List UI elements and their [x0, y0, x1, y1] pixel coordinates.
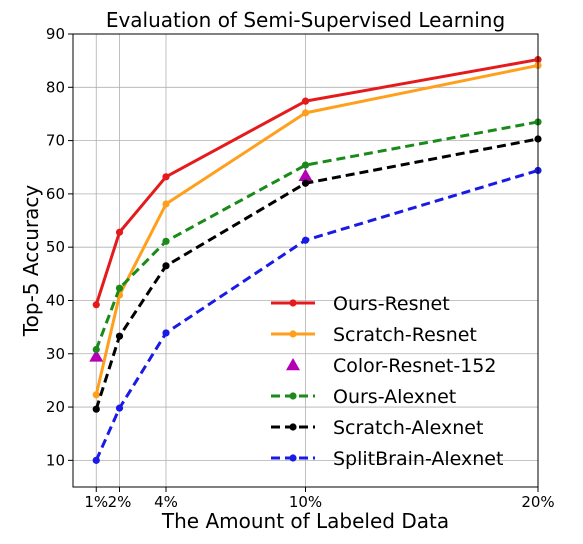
legend-swatch-marker	[289, 454, 297, 462]
x-tick-label: 1%	[84, 493, 108, 511]
plot-frame	[72, 33, 539, 488]
data-point	[92, 391, 100, 399]
y-tick-label: 60	[46, 185, 65, 203]
legend-swatch-marker	[289, 423, 297, 431]
series-splitbrain-alexnet	[92, 166, 542, 464]
data-point	[301, 161, 310, 169]
y-tick-label: 20	[46, 398, 65, 416]
data-point	[115, 228, 124, 236]
chart-title: Evaluation of Semi-Supervised Learning	[106, 8, 505, 32]
data-point	[92, 456, 100, 464]
legend-label: Ours-Resnet	[333, 293, 450, 315]
data-point	[301, 109, 310, 117]
y-tick-label: 90	[46, 25, 65, 43]
legend-swatch-marker	[289, 299, 297, 307]
series-line	[94, 58, 539, 306]
series-scratch-resnet	[92, 61, 542, 399]
data-point	[162, 200, 170, 208]
data-point	[89, 349, 104, 362]
legend-label: Scratch-Alexnet	[333, 417, 483, 439]
series-ours-alexnet	[92, 118, 542, 354]
legend: Ours-Resnet Scratch-Resnet Color-Resnet-15…	[271, 293, 503, 470]
legend-item: Ours-Resnet	[271, 293, 450, 315]
series-ours-resnet	[92, 55, 542, 309]
data-point	[115, 284, 124, 292]
data-point	[115, 404, 124, 412]
data-point	[162, 262, 170, 270]
axis-ticks: 10 20 30 40 50 60 70 80 90 1% 2% 4% 10% 20%	[46, 25, 555, 511]
y-tick-label: 40	[46, 291, 65, 309]
legend-item: Scratch-Resnet	[271, 324, 477, 346]
y-tick-label: 70	[46, 132, 65, 150]
data-point	[162, 329, 170, 337]
legend-item: Scratch-Alexnet	[271, 417, 483, 439]
legend-label: SplitBrain-Alexnet	[333, 448, 503, 470]
legend-label: Color-Resnet-152	[333, 355, 497, 377]
data-point	[115, 332, 124, 340]
legend-item: Color-Resnet-152	[286, 355, 497, 377]
data-point	[301, 97, 310, 105]
legend-swatch-marker	[289, 392, 297, 400]
y-tick-label: 10	[46, 451, 65, 469]
series-color-resnet-152	[89, 168, 313, 362]
y-axis-label: Top-5 Accuracy	[19, 185, 43, 338]
x-axis-label: The Amount of Labeled Data	[161, 509, 449, 533]
x-tick-label: 2%	[108, 493, 132, 511]
data-point	[298, 168, 313, 182]
data-point	[301, 179, 310, 187]
data-point	[92, 301, 100, 309]
legend-label: Ours-Alexnet	[333, 386, 456, 408]
data-point	[162, 173, 170, 181]
x-tick-label: 20%	[521, 493, 554, 511]
data-point	[301, 236, 310, 244]
y-tick-label: 50	[46, 238, 65, 256]
y-tick-label: 30	[46, 345, 65, 363]
data-point	[92, 405, 100, 413]
data-point	[162, 237, 170, 245]
y-tick-label: 80	[46, 78, 65, 96]
legend-swatch-marker	[286, 358, 300, 371]
legend-label: Scratch-Resnet	[333, 324, 477, 346]
series-scratch-alexnet	[92, 135, 542, 413]
data-point	[92, 345, 100, 354]
x-tick-label: 4%	[154, 493, 178, 511]
legend-item: SplitBrain-Alexnet	[271, 448, 503, 470]
x-tick-label: 10%	[289, 493, 322, 511]
legend-item: Ours-Alexnet	[271, 386, 456, 408]
series-lines	[89, 55, 542, 464]
legend-swatch-marker	[289, 330, 297, 338]
